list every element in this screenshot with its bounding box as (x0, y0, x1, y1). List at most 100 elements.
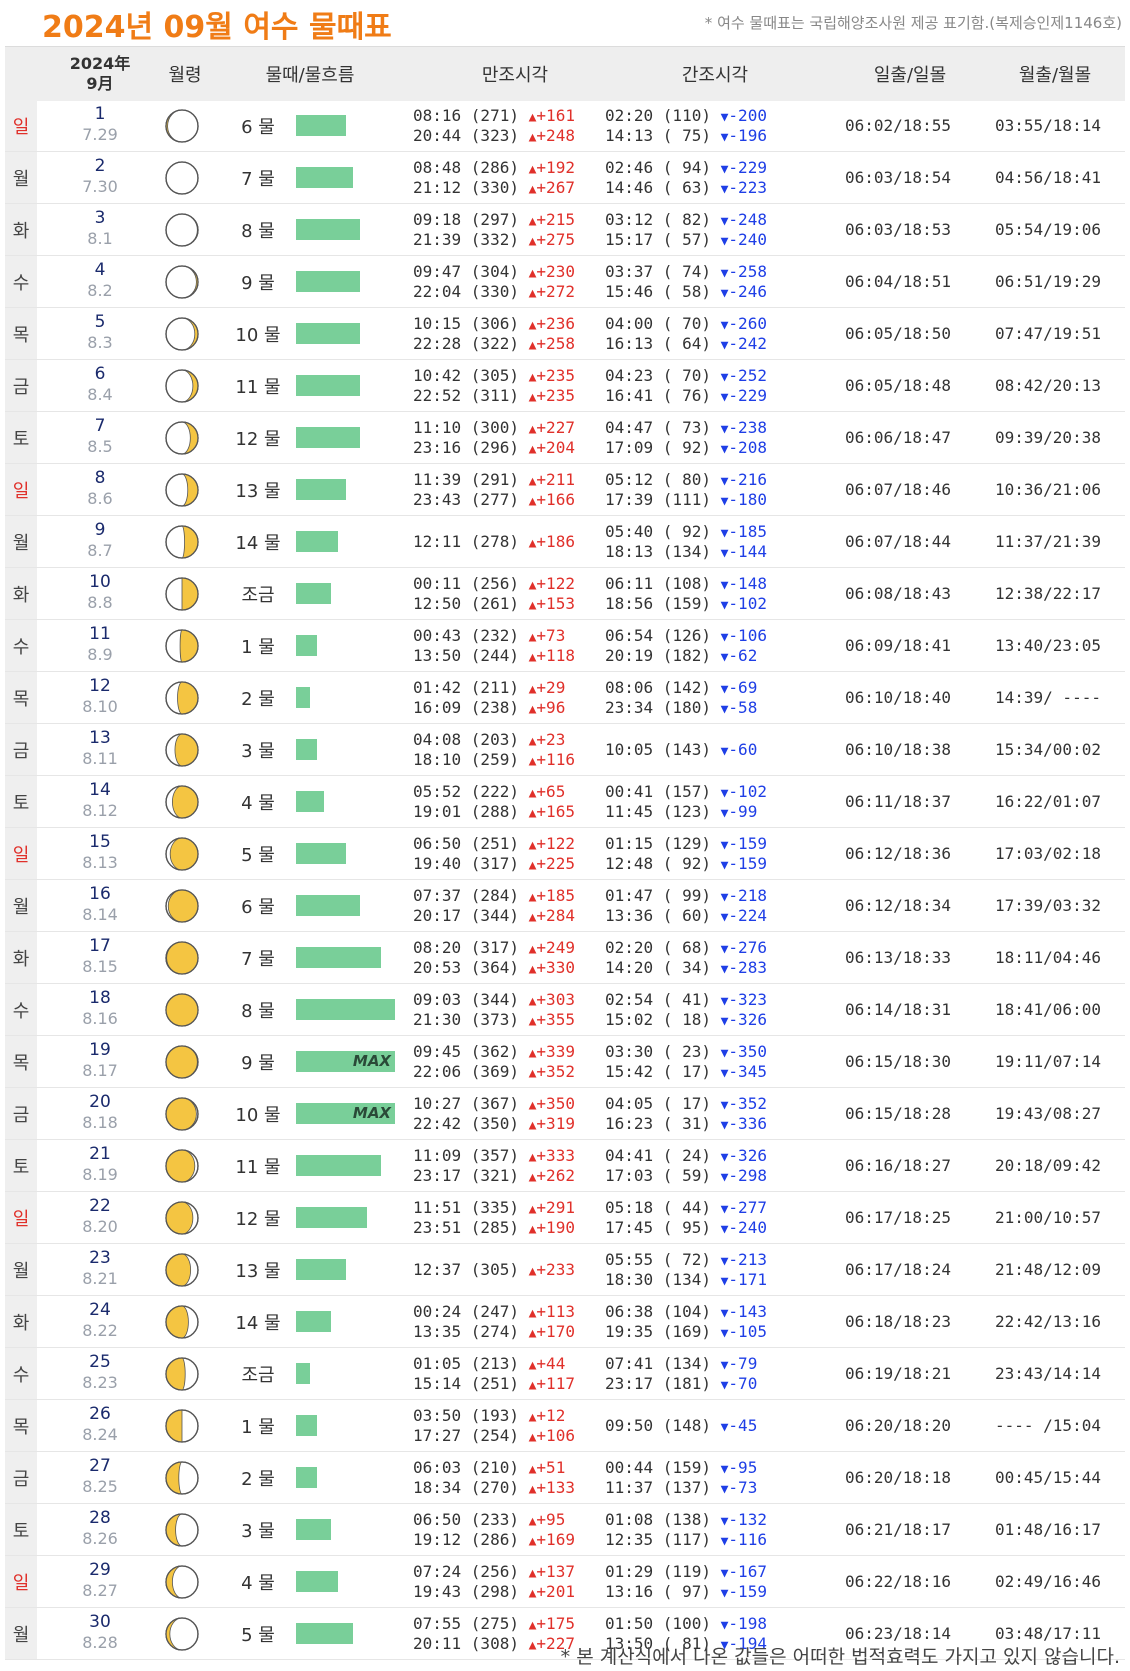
moonrise-moonset: 16:22/01:07 (995, 792, 1101, 811)
low-tide-time: 04:00 ( 70) (605, 314, 721, 333)
low-tide-change: -350 (721, 1042, 767, 1061)
high-tide-time: 23:16 (296) (413, 438, 529, 457)
high-tide-change: +122 (529, 834, 575, 853)
low-tide-entry: 14:20 ( 34) -283 (605, 958, 767, 980)
high-tide-change: +51 (529, 1458, 566, 1477)
tide-flow-bar (296, 219, 360, 240)
high-tide-change: +248 (529, 126, 575, 145)
low-tide-change: -159 (721, 834, 767, 853)
high-tide-time: 19:01 (288) (413, 802, 529, 821)
low-tide-entry: 16:23 ( 31) -336 (605, 1114, 767, 1136)
high-tide-change: +227 (529, 1634, 575, 1653)
day-number: 11 (89, 624, 111, 644)
moon-phase-icon (165, 1201, 199, 1235)
low-tide-time: 15:42 ( 17) (605, 1062, 721, 1081)
high-tide-entry: 21:39 (332) +275 (413, 230, 575, 252)
high-tide-time: 11:39 (291) (413, 470, 529, 489)
high-tide-entry: 22:04 (330) +272 (413, 282, 575, 304)
moon-phase-icon (165, 1565, 199, 1599)
lunar-date: 8.24 (82, 1425, 118, 1444)
weekday-label: 목 (5, 308, 37, 359)
moon-phase (163, 1043, 201, 1081)
low-tide-change: -246 (721, 282, 767, 301)
lunar-date: 8.28 (82, 1633, 118, 1652)
high-tide-time: 23:43 (277) (413, 490, 529, 509)
moon-phase-icon (165, 1305, 199, 1339)
high-tide-entry: 18:10 (259) +116 (413, 750, 575, 772)
day-number: 10 (89, 572, 111, 592)
day-number: 19 (89, 1040, 111, 1060)
moon-phase (163, 1615, 201, 1653)
lunar-date: 8.17 (82, 1061, 118, 1080)
low-tide-time: 02:46 ( 94) (605, 158, 721, 177)
high-tide-time: 12:50 (261) (413, 594, 529, 613)
low-tide-change: -45 (721, 1416, 758, 1435)
high-tide-entry: 05:52 (222) +65 (413, 782, 565, 804)
moonrise-moonset: 03:55/18:14 (995, 116, 1101, 135)
high-tide-time: 01:42 (211) (413, 678, 529, 697)
weekday-label: 토 (5, 1140, 37, 1191)
moonrise-moonset: 06:51/19:29 (995, 272, 1101, 291)
sunrise-sunset: 06:14/18:31 (845, 1000, 951, 1019)
high-tide-change: +73 (529, 626, 566, 645)
tide-name: 11 물 (235, 376, 281, 398)
header-moon-age: 월령 (168, 65, 202, 86)
moon-phase (163, 523, 201, 561)
tide-name: 9 물 (241, 1052, 275, 1074)
lunar-date: 8.23 (82, 1373, 118, 1392)
tide-name: 12 물 (235, 1208, 281, 1230)
low-tide-entry: 04:47 ( 73) -238 (605, 418, 767, 440)
sunrise-sunset: 06:15/18:28 (845, 1104, 951, 1123)
moonrise-moonset: 08:42/20:13 (995, 376, 1101, 395)
high-tide-time: 19:43 (298) (413, 1582, 529, 1601)
weekday-label: 월 (5, 152, 37, 203)
high-tide-change: +333 (529, 1146, 575, 1165)
high-tide-time: 00:11 (256) (413, 574, 529, 593)
day-number: 5 (94, 312, 106, 332)
lunar-date: 7.29 (82, 125, 118, 144)
lunar-date: 8.15 (82, 957, 118, 976)
high-tide-change: +106 (529, 1426, 575, 1445)
day-number: 27 (89, 1456, 111, 1476)
low-tide-entry: 18:13 (134) -144 (605, 542, 767, 564)
lunar-date: 8.16 (82, 1009, 118, 1028)
low-tide-entry: 05:12 ( 80) -216 (605, 470, 767, 492)
low-tide-entry: 14:46 ( 63) -223 (605, 178, 767, 200)
tide-flow-bar (296, 1259, 346, 1280)
high-tide-time: 20:53 (364) (413, 958, 529, 977)
moon-phase (163, 107, 201, 145)
high-tide-entry: 08:20 (317) +249 (413, 938, 575, 960)
low-tide-time: 11:45 (123) (605, 802, 721, 821)
high-tide-entry: 08:16 (271) +161 (413, 106, 575, 128)
tide-flow-bar (296, 1363, 310, 1384)
high-tide-change: +118 (529, 646, 575, 665)
moonrise-moonset: 23:43/14:14 (995, 1364, 1101, 1383)
sunrise-sunset: 06:19/18:21 (845, 1364, 951, 1383)
high-tide-entry: 11:10 (300) +227 (413, 418, 575, 440)
high-tide-change: +352 (529, 1062, 575, 1081)
moon-phase-icon (165, 317, 199, 351)
moon-phase-icon (165, 525, 199, 559)
high-tide-entry: 08:48 (286) +192 (413, 158, 575, 180)
high-tide-time: 23:17 (321) (413, 1166, 529, 1185)
lunar-date: 8.1 (87, 229, 113, 248)
lunar-date: 8.2 (87, 281, 113, 300)
high-tide-change: +170 (529, 1322, 575, 1341)
high-tide-change: +186 (529, 532, 575, 551)
low-tide-time: 02:20 ( 68) (605, 938, 721, 957)
high-tide-change: +330 (529, 958, 575, 977)
low-tide-time: 01:15 (129) (605, 834, 721, 853)
sunrise-sunset: 06:07/18:46 (845, 480, 951, 499)
moon-lit-area (179, 629, 199, 663)
high-tide-time: 22:42 (350) (413, 1114, 529, 1133)
high-tide-time: 16:09 (238) (413, 698, 529, 717)
low-tide-change: -171 (721, 1270, 767, 1289)
header-high-tide: 만조시각 (481, 65, 549, 86)
weekday-label: 금 (5, 360, 37, 411)
tide-name: 8 물 (241, 1000, 275, 1022)
low-tide-change: -213 (721, 1250, 767, 1269)
